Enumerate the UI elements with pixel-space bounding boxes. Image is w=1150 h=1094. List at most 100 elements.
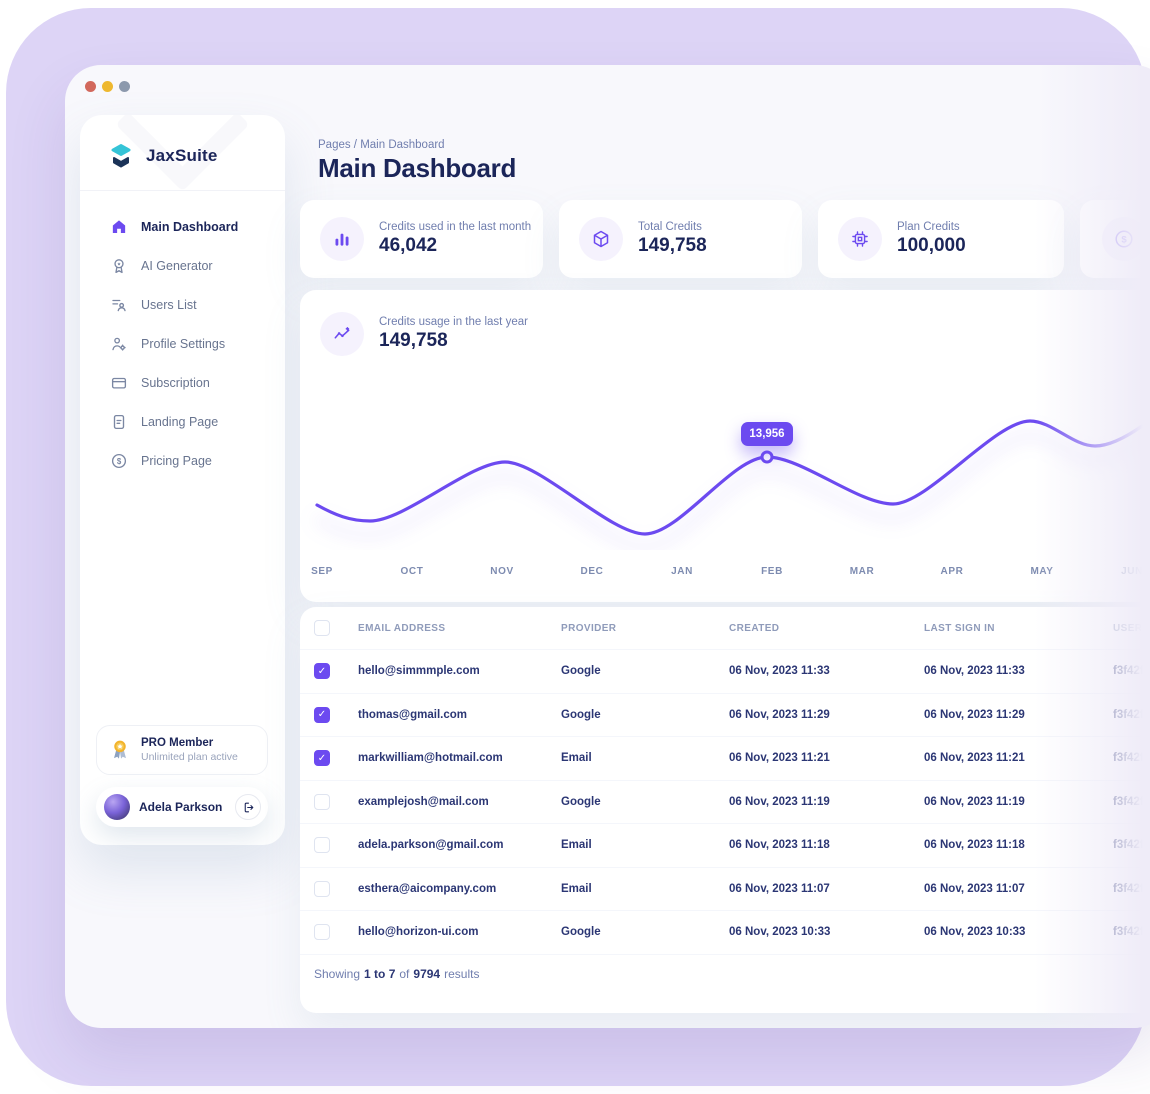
uid-cell: f3f42fc- (1113, 752, 1150, 765)
provider-cell: Google (561, 926, 601, 939)
last-sign-in-cell: 06 Nov, 2023 11:18 (924, 839, 1025, 852)
provider-cell: Email (561, 882, 592, 895)
email-cell: adela.parkson@gmail.com (358, 839, 504, 852)
table-footer: Showing 1 to 7 of 9794 results (300, 953, 1150, 994)
email-cell: esthera@aicompany.com (358, 882, 497, 895)
row-checkbox[interactable] (314, 880, 330, 897)
sidebar-item-label: Landing Page (141, 414, 219, 429)
sidebar-item-label: Users List (141, 297, 197, 312)
sidebar-item-main-dashboard[interactable]: Main Dashboard (80, 207, 285, 246)
column-header-email[interactable]: EMAIL ADDRESS (358, 622, 446, 634)
brand-logo: JaxSuite (106, 141, 218, 171)
created-cell: 06 Nov, 2023 11:19 (729, 795, 830, 808)
app-window: JaxSuite Main Dashboard AI Generator (65, 65, 1150, 1028)
row-checkbox[interactable] (314, 793, 330, 810)
maximize-window-icon[interactable] (119, 81, 130, 92)
sidebar-item-label: AI Generator (141, 258, 213, 273)
axis-tick: MAY (1030, 566, 1054, 577)
person-gear-icon (112, 337, 126, 351)
last-sign-in-cell: 06 Nov, 2023 11:33 (924, 665, 1025, 678)
table-row[interactable]: hello@horizon-ui.com Google 06 Nov, 2023… (300, 910, 1150, 954)
stat-value: 46,042 (379, 235, 438, 256)
chart-label: Credits usage in the last year (379, 316, 528, 328)
created-cell: 06 Nov, 2023 11:18 (729, 839, 830, 852)
provider-cell: Email (561, 752, 592, 765)
sidebar-nav: Main Dashboard AI Generator Users List (80, 207, 285, 480)
table-row[interactable]: esthera@aicompany.com Email 06 Nov, 2023… (300, 866, 1150, 911)
svg-text:$: $ (117, 457, 122, 466)
axis-tick: OCT (400, 566, 424, 577)
select-all-checkbox[interactable] (314, 620, 330, 636)
user-name: Adela Parkson (139, 800, 223, 814)
axis-tick: DEC (580, 566, 604, 577)
row-checkbox[interactable] (314, 924, 330, 941)
axis-tick: APR (940, 566, 964, 577)
trend-line-icon (334, 326, 350, 339)
email-cell: thomas@gmail.com (358, 708, 467, 721)
row-checkbox[interactable] (314, 750, 330, 767)
stat-label: Credits used in the last month (379, 221, 532, 233)
email-cell: examplejosh@mail.com (358, 795, 489, 808)
axis-tick: NOV (490, 566, 514, 577)
last-sign-in-cell: 06 Nov, 2023 11:07 (924, 882, 1025, 895)
column-header-provider[interactable]: PROVIDER (561, 622, 617, 634)
users-table-card: EMAIL ADDRESS PROVIDER CREATED LAST SIGN… (300, 607, 1150, 1013)
chip-icon (852, 231, 868, 247)
sidebar-item-label: Subscription (141, 375, 210, 390)
created-cell: 06 Nov, 2023 10:33 (729, 926, 831, 939)
logout-button[interactable] (235, 794, 261, 820)
uid-cell: f3f42fc- (1113, 839, 1150, 852)
table-row[interactable]: adela.parkson@gmail.com Email 06 Nov, 20… (300, 823, 1150, 867)
dollar-circle-icon: $ (111, 453, 127, 468)
breadcrumb[interactable]: Pages / Main Dashboard (318, 139, 445, 151)
table-row[interactable]: examplejosh@mail.com Google 06 Nov, 2023… (300, 779, 1150, 824)
sidebar-item-users-list[interactable]: Users List (80, 285, 285, 324)
chart-tooltip: 13,956 (741, 422, 793, 446)
results-total: 9794 (413, 967, 441, 981)
avatar (104, 794, 130, 820)
stat-label: Plan Credits (897, 221, 960, 233)
table-row[interactable]: hello@simmmple.com Google 06 Nov, 2023 1… (300, 649, 1150, 693)
axis-tick: JAN (671, 566, 693, 577)
sidebar-item-pricing-page[interactable]: $ Pricing Page (80, 441, 285, 480)
sidebar-item-ai-generator[interactable]: AI Generator (80, 246, 285, 285)
results-of: of (399, 967, 410, 981)
results-range: 1 to 7 (364, 967, 396, 981)
minimize-window-icon[interactable] (102, 81, 113, 92)
axis-tick: SEP (311, 566, 333, 577)
row-checkbox[interactable] (314, 706, 330, 723)
stats-row: Credits used in the last month 46,042 To… (300, 200, 1150, 278)
award-icon (114, 258, 124, 273)
results-summary-prefix: Showing (314, 967, 361, 981)
provider-cell: Google (561, 665, 601, 678)
line-chart[interactable] (300, 385, 1150, 550)
created-cell: 06 Nov, 2023 11:07 (729, 882, 830, 895)
table-header-row: EMAIL ADDRESS PROVIDER CREATED LAST SIGN… (300, 607, 1150, 649)
table-row[interactable]: thomas@gmail.com Google 06 Nov, 2023 11:… (300, 692, 1150, 737)
chart-highlight-point[interactable] (760, 450, 774, 464)
brand-name: JaxSuite (146, 146, 218, 165)
last-sign-in-cell: 06 Nov, 2023 11:29 (924, 708, 1025, 721)
user-card[interactable]: Adela Parkson (96, 787, 268, 827)
sidebar-item-subscription[interactable]: Subscription (80, 363, 285, 402)
chart-series-line (315, 418, 1150, 536)
column-header-created[interactable]: CREATED (729, 622, 780, 634)
row-checkbox[interactable] (314, 663, 330, 680)
close-window-icon[interactable] (85, 81, 96, 92)
column-header-last-sign-in[interactable]: LAST SIGN IN (924, 622, 995, 634)
sidebar-item-landing-page[interactable]: Landing Page (80, 402, 285, 441)
page-title: Main Dashboard (318, 153, 517, 183)
sidebar-item-profile-settings[interactable]: Profile Settings (80, 324, 285, 363)
created-cell: 06 Nov, 2023 11:21 (729, 752, 830, 765)
row-checkbox[interactable] (314, 837, 330, 854)
column-header-user-uid[interactable]: USER UID (1113, 622, 1150, 634)
table-row[interactable]: markwilliam@hotmail.com Email 06 Nov, 20… (300, 736, 1150, 780)
stat-card-total-credits: Total Credits 149,758 (559, 200, 802, 278)
chart-total-value: 149,758 (379, 330, 448, 351)
uid-cell: f3f42fc- (1113, 708, 1150, 721)
pro-member-card[interactable]: PRO Member Unlimited plan active (96, 725, 268, 775)
pro-member-subtitle: Unlimited plan active (141, 751, 238, 763)
jaxsuite-logo-icon (111, 144, 131, 168)
axis-tick: FEB (761, 566, 783, 577)
home-icon (112, 219, 126, 233)
